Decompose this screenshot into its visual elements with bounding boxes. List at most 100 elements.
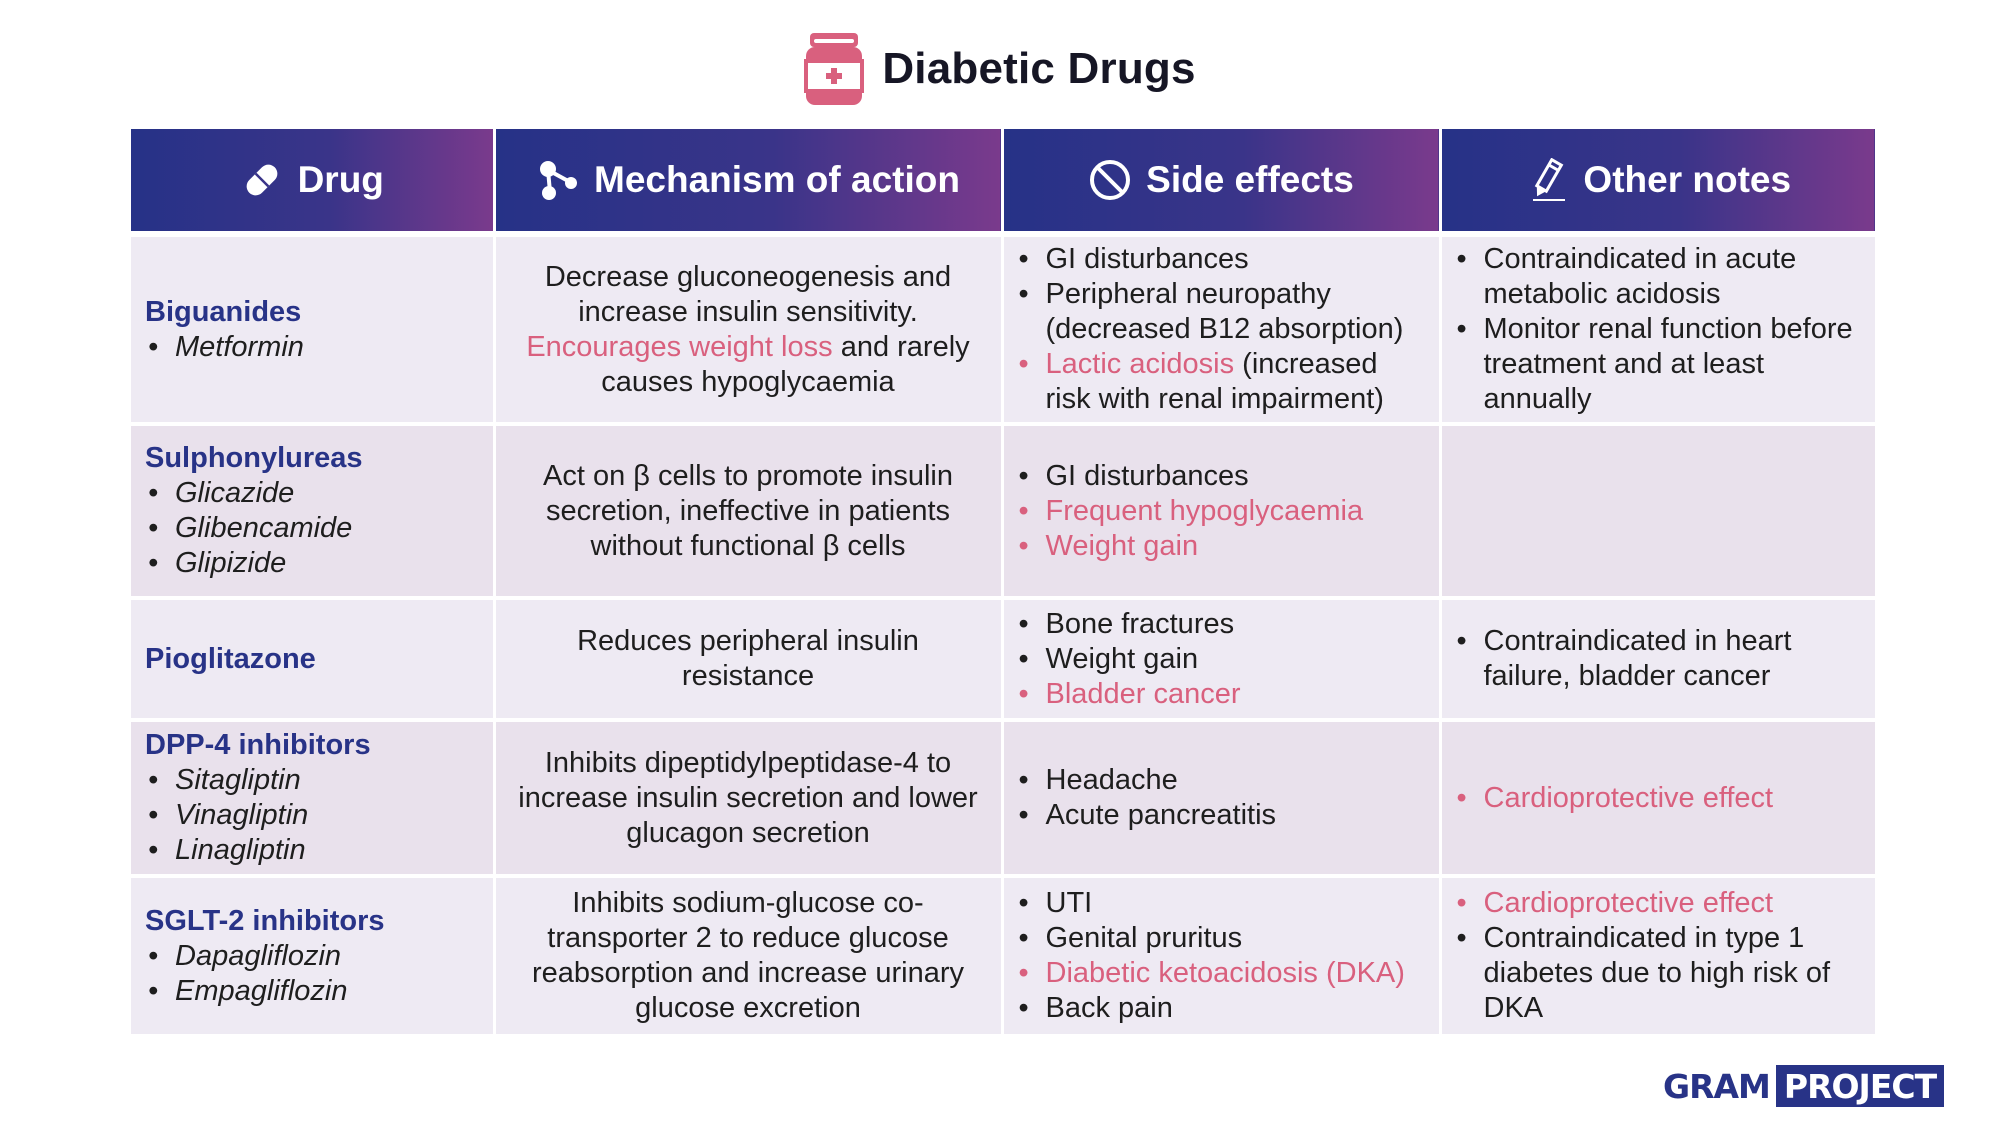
table-row: Pioglitazone Reduces peripheral insulin …	[131, 596, 1875, 720]
header-label: Side effects	[1146, 159, 1354, 200]
prohibited-icon	[1090, 160, 1131, 200]
brand-logo: GRAM PROJECT	[1663, 1065, 1945, 1107]
side-effect-detail: (increased risk with renal impairment)	[1045, 348, 1384, 415]
side-effects-list: GI disturbances Peripheral neuropathy (d…	[1016, 242, 1429, 417]
list-item: GI disturbances	[1016, 459, 1429, 494]
list-item: Contraindicated in heart failure, bladde…	[1454, 624, 1866, 694]
medicine-jar-icon	[804, 33, 865, 105]
side-effects-cell: Bone fractures Weight gain Bladder cance…	[1000, 596, 1442, 720]
logo-part: GRAM	[1663, 1066, 1771, 1106]
mechanism-highlight: Encourages weight loss	[526, 330, 833, 363]
mechanism-text: Inhibits sodium-glucose co-transporter 2…	[531, 887, 965, 1024]
notes-list: Cardioprotective effect Contraindicated …	[1454, 886, 1866, 1026]
side-effects-list: Headache Acute pancreatitis	[1016, 763, 1429, 833]
list-item: Linagliptin	[145, 833, 493, 868]
header-notes: Other notes	[1438, 129, 1875, 234]
header-drug: Drug	[131, 129, 496, 234]
drug-members: Dapagliflozin Empagliflozin	[145, 939, 493, 1009]
list-item: UTI	[1016, 886, 1429, 921]
drug-name: DPP-4 inhibitors	[145, 729, 371, 761]
drug-members: Glicazide Glibencamide Glipizide	[145, 476, 493, 581]
drug-name: SGLT-2 inhibitors	[145, 904, 385, 937]
molecule-icon	[540, 161, 578, 200]
header-label: Mechanism of action	[594, 159, 960, 200]
notes-cell: Contraindicated in heart failure, bladde…	[1438, 596, 1875, 720]
list-item: Bone fractures	[1016, 607, 1429, 642]
mechanism-text: and rarely causes hypoglycaemia	[601, 330, 970, 398]
list-item: Glicazide	[145, 476, 493, 511]
drug-name: Sulphonylureas	[145, 442, 363, 474]
drug-name: Pioglitazone	[145, 642, 316, 675]
list-item: Monitor renal function before treatment …	[1454, 312, 1866, 417]
list-item: Cardioprotective effect	[1454, 886, 1866, 921]
logo-part: PROJECT	[1775, 1065, 1945, 1107]
table-row: SGLT-2 inhibitors Dapagliflozin Empaglif…	[131, 874, 1875, 1034]
drug-members: Metformin	[145, 330, 493, 365]
mechanism-text: Decrease gluconeogenesis and increase in…	[544, 260, 952, 328]
drug-members: Sitagliptin Vinagliptin Linagliptin	[145, 763, 493, 868]
side-effects-list: Bone fractures Weight gain Bladder cance…	[1016, 607, 1429, 712]
header-label: Drug	[297, 159, 384, 200]
side-effects-cell: GI disturbances Frequent hypoglycaemia W…	[1000, 422, 1442, 598]
list-item: Genital pruritus	[1016, 921, 1429, 956]
list-item: Cardioprotective effect	[1454, 781, 1866, 816]
list-item: Contraindicated in acute metabolic acido…	[1454, 242, 1866, 312]
list-item: Diabetic ketoacidosis (DKA)	[1016, 956, 1429, 991]
pill-icon	[246, 164, 277, 196]
mechanism-cell: Inhibits dipeptidylpeptidase-4 to increa…	[492, 718, 1004, 876]
mechanism-cell: Decrease gluconeogenesis and increase in…	[492, 231, 1004, 424]
side-effects-list: GI disturbances Frequent hypoglycaemia W…	[1016, 459, 1429, 564]
list-item: Glipizide	[145, 546, 493, 581]
side-effects-cell: Headache Acute pancreatitis	[1000, 718, 1442, 876]
table-header-row: Drug Mechanism of action	[131, 129, 1875, 234]
list-item: Bladder cancer	[1016, 677, 1429, 712]
notes-cell: Contraindicated in acute metabolic acido…	[1438, 231, 1875, 424]
list-item: Sitagliptin	[145, 763, 493, 798]
list-item: GI disturbances	[1016, 242, 1429, 277]
mechanism-cell: Reduces peripheral insulin resistance	[492, 596, 1004, 720]
header-mechanism: Mechanism of action	[492, 129, 1004, 234]
list-item: Peripheral neuropathy (decreased B12 abs…	[1016, 277, 1429, 347]
list-item: Glibencamide	[145, 511, 493, 546]
list-item: Empagliflozin	[145, 974, 493, 1009]
list-item: Back pain	[1016, 991, 1429, 1026]
header-label: Other notes	[1583, 159, 1792, 200]
mechanism-text: Inhibits dipeptidylpeptidase-4 to increa…	[518, 746, 978, 849]
table-row: DPP-4 inhibitors Sitagliptin Vinagliptin…	[131, 718, 1875, 876]
list-item: Headache	[1016, 763, 1429, 798]
notes-list: Contraindicated in heart failure, bladde…	[1454, 624, 1866, 694]
side-effects-cell: UTI Genital pruritus Diabetic ketoacidos…	[1000, 874, 1442, 1034]
mechanism-cell: Inhibits sodium-glucose co-transporter 2…	[492, 874, 1004, 1034]
drug-cell: DPP-4 inhibitors Sitagliptin Vinagliptin…	[131, 718, 496, 876]
list-item: Lactic acidosis (increased risk with ren…	[1016, 347, 1429, 417]
notes-list: Cardioprotective effect	[1454, 781, 1866, 816]
list-item: Contraindicated in type 1 diabetes due t…	[1454, 921, 1866, 1026]
notes-cell: Cardioprotective effect	[1438, 718, 1875, 876]
pencil-icon	[1533, 158, 1566, 201]
table-row: Biguanides Metformin Decrease gluconeoge…	[131, 231, 1875, 424]
mechanism-text: Act on β cells to promote insulin secret…	[543, 459, 953, 562]
side-effects-cell: GI disturbances Peripheral neuropathy (d…	[1000, 231, 1442, 424]
notes-cell: Cardioprotective effect Contraindicated …	[1438, 874, 1875, 1034]
list-item: Dapagliflozin	[145, 939, 493, 974]
header-side-effects: Side effects	[1000, 129, 1442, 234]
list-item: Metformin	[145, 330, 493, 365]
mechanism-cell: Act on β cells to promote insulin secret…	[492, 422, 1004, 598]
mechanism-text: Reduces peripheral insulin resistance	[577, 625, 919, 692]
page-header: Diabetic Drugs	[0, 26, 2000, 112]
page-title: Diabetic Drugs	[882, 44, 1196, 93]
drug-cell: SGLT-2 inhibitors Dapagliflozin Empaglif…	[131, 874, 496, 1034]
notes-cell	[1438, 422, 1875, 598]
drug-cell: Biguanides Metformin	[131, 231, 496, 424]
list-item: Weight gain	[1016, 642, 1429, 677]
list-item: Weight gain	[1016, 529, 1429, 564]
drug-name: Biguanides	[145, 295, 302, 328]
side-effects-list: UTI Genital pruritus Diabetic ketoacidos…	[1016, 886, 1429, 1026]
list-item: Frequent hypoglycaemia	[1016, 494, 1429, 529]
side-effect-highlight: Lactic acidosis	[1045, 348, 1235, 380]
list-item: Acute pancreatitis	[1016, 798, 1429, 833]
notes-list: Contraindicated in acute metabolic acido…	[1454, 242, 1866, 417]
drug-cell: Sulphonylureas Glicazide Glibencamide Gl…	[131, 422, 496, 598]
drug-cell: Pioglitazone	[131, 596, 496, 720]
drug-table: Drug Mechanism of action	[131, 129, 1875, 1034]
